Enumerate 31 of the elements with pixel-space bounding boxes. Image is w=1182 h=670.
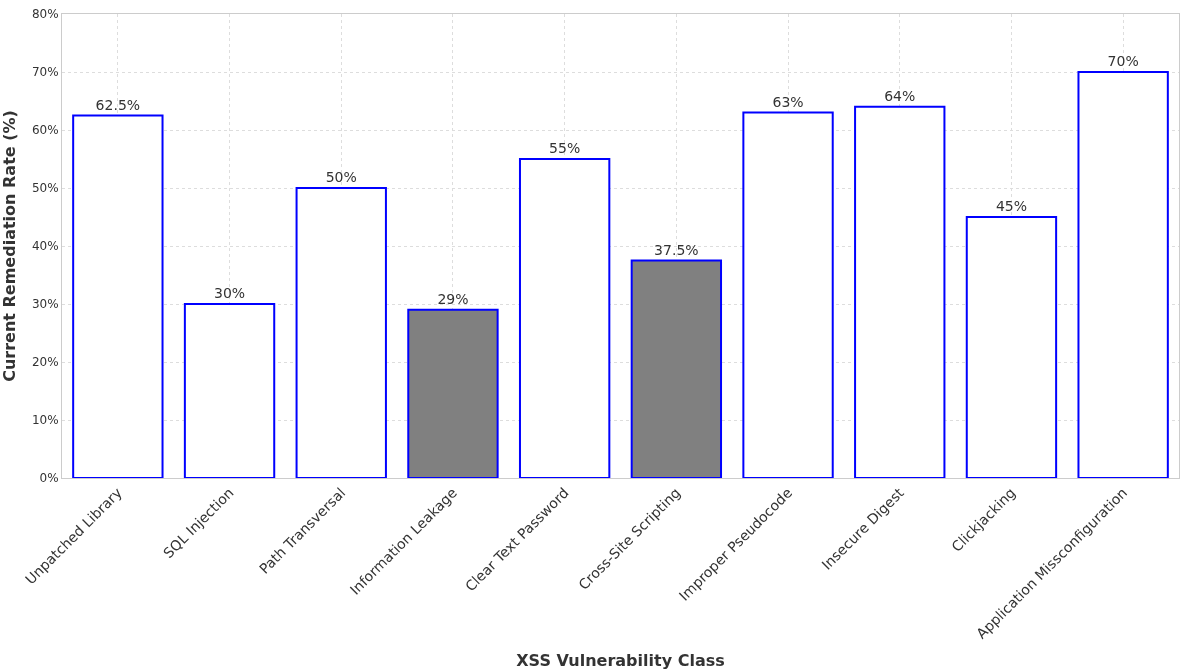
data-label: 63%	[772, 93, 804, 110]
y-tick-label: 60%	[31, 123, 59, 138]
y-tick-label: 30%	[31, 297, 59, 312]
bar	[72, 114, 164, 478]
bar	[518, 158, 611, 478]
data-label: 55%	[549, 140, 581, 156]
bar	[854, 105, 946, 478]
data-label: 37.5%	[654, 241, 699, 258]
bar	[1077, 71, 1169, 478]
bar	[965, 216, 1058, 478]
y-axis-title: Current Remediation Rate (%)	[0, 110, 19, 382]
y-tick-label: 70%	[31, 65, 59, 80]
x-axis-title: XSS Vulnerability Class	[516, 651, 725, 670]
data-label: 30%	[213, 285, 246, 301]
bar	[630, 259, 723, 478]
y-tick-label: 80%	[31, 7, 59, 22]
data-label: 70%	[1107, 53, 1139, 69]
bar	[407, 308, 499, 478]
y-tick-label: 0%	[39, 471, 59, 486]
y-tick-label: 50%	[31, 181, 59, 196]
data-label: 29%	[437, 290, 469, 307]
bar	[742, 111, 834, 478]
data-label: 62.5%	[95, 96, 141, 113]
y-tick-label: 10%	[31, 413, 59, 428]
bar	[295, 187, 387, 478]
data-label: 45%	[995, 198, 1028, 214]
y-tick-label: 40%	[31, 239, 59, 254]
data-label: 64%	[884, 87, 916, 104]
y-tick-label: 20%	[31, 355, 59, 370]
bar	[183, 303, 276, 478]
data-label: 50%	[325, 169, 357, 185]
